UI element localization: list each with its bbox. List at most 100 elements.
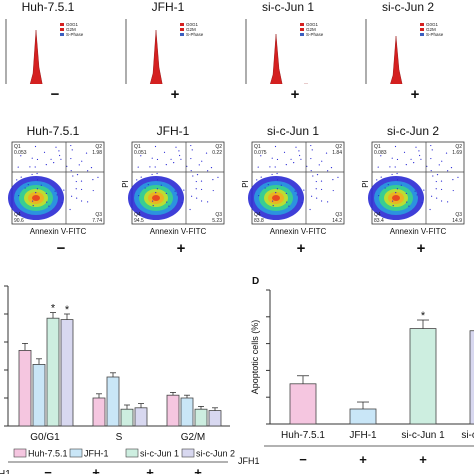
- event-dot: [156, 179, 159, 181]
- event-dot: [151, 173, 153, 176]
- event-dot: [310, 170, 312, 172]
- event-dot: [56, 194, 58, 196]
- event-dot: [75, 180, 77, 183]
- event-dot: [20, 155, 22, 157]
- event-dot: [396, 179, 399, 181]
- g0g1-peak: [29, 29, 43, 84]
- quadrant-value: 1.98: [92, 150, 102, 156]
- event-dot: [81, 160, 83, 162]
- event-dot: [48, 205, 50, 207]
- flow-plot-title: JFH-1: [156, 124, 190, 138]
- event-dot: [431, 195, 433, 197]
- density-contour: [392, 195, 400, 201]
- event-dot: [395, 191, 397, 194]
- event-dot: [260, 155, 262, 157]
- legend-swatch: [420, 33, 424, 36]
- event-dot: [271, 200, 274, 202]
- g0g1-peak: [270, 33, 309, 84]
- event-dot: [140, 155, 142, 157]
- event-dot: [413, 162, 415, 164]
- row-label: H1: [0, 469, 11, 474]
- event-dot: [378, 195, 380, 197]
- event-dot: [151, 200, 154, 202]
- event-dot: [430, 157, 432, 160]
- event-dot: [441, 160, 443, 162]
- event-dot: [70, 170, 72, 172]
- legend-label: G0G1: [186, 22, 199, 27]
- bar: [349, 408, 377, 425]
- quadrant-value: 94.5: [134, 218, 144, 224]
- flow-x-axis-label: Annexin V-FITC: [150, 227, 207, 236]
- bar: [289, 383, 317, 425]
- quadrant-value: 7.74: [92, 218, 102, 224]
- event-dot: [70, 157, 72, 160]
- density-contour: [32, 195, 40, 201]
- bar: [60, 319, 74, 427]
- legend-swatch: [420, 28, 424, 31]
- event-dot: [380, 155, 382, 157]
- category-label: JFH-1: [349, 430, 377, 441]
- event-dot: [207, 201, 209, 203]
- event-dot: [330, 167, 333, 169]
- event-dot: [391, 173, 393, 176]
- flow-y-axis-label: PI: [121, 180, 130, 188]
- category-label: si-c-Jun 2: [461, 430, 474, 441]
- category-label: G2/M: [181, 432, 205, 443]
- event-dot: [190, 144, 192, 147]
- event-dot: [321, 160, 323, 162]
- event-dot: [320, 180, 323, 182]
- condition-sign: +: [176, 240, 186, 257]
- event-dot: [275, 191, 277, 194]
- event-dot: [430, 170, 432, 172]
- event-dot: [196, 173, 199, 176]
- event-dot: [71, 195, 73, 197]
- event-dot: [201, 160, 203, 162]
- event-dot: [183, 189, 185, 191]
- event-dot: [276, 179, 279, 181]
- event-dot: [272, 205, 274, 207]
- event-dot: [175, 146, 177, 148]
- quadrant-label: Q3: [335, 212, 342, 218]
- event-dot: [76, 173, 79, 176]
- quadrant-value: 0.083: [374, 150, 387, 156]
- event-dot: [198, 164, 200, 166]
- event-dot: [85, 152, 88, 154]
- event-dot: [318, 164, 320, 166]
- event-dot: [138, 195, 140, 197]
- event-dot: [267, 184, 269, 186]
- condition-sign: +: [416, 240, 426, 257]
- quadrant-label: Q3: [95, 212, 102, 218]
- event-dot: [92, 189, 94, 192]
- event-dot: [31, 157, 33, 159]
- bar: [194, 408, 208, 427]
- event-dot: [36, 158, 39, 161]
- legend-label: S-Phase: [186, 32, 204, 37]
- event-dot: [155, 191, 157, 194]
- quadrant-value: 1.84: [332, 150, 342, 156]
- legend-label: S-Phase: [66, 32, 84, 37]
- flow-x-axis-label: Annexin V-FITC: [390, 227, 447, 236]
- event-dot: [429, 208, 431, 211]
- significance-star: *: [421, 310, 426, 322]
- event-dot: [16, 179, 18, 181]
- event-dot: [303, 189, 305, 191]
- quadrant-label: Q4: [14, 212, 21, 218]
- cell-cycle-bar-chart: * * G0/G1 S G2/M Huh-7.5.1 JFH-1 si-c-Jun 1 si-c…: [0, 285, 235, 474]
- event-dot: [36, 179, 39, 181]
- event-dot: [298, 150, 300, 152]
- event-dot: [192, 175, 194, 177]
- bar: [208, 410, 222, 427]
- event-dot: [55, 146, 57, 148]
- condition-sign: +: [419, 452, 427, 467]
- quadrant-label: Q2: [335, 144, 342, 150]
- event-dot: [295, 146, 297, 148]
- event-dot: [36, 188, 39, 190]
- event-dot: [168, 205, 170, 207]
- flow-x-axis-label: Annexin V-FITC: [270, 227, 327, 236]
- event-dot: [210, 167, 213, 169]
- event-dot: [212, 189, 214, 192]
- legend-swatch: [180, 28, 184, 31]
- legend-swatch: [300, 28, 304, 31]
- histogram-title: JFH-1: [151, 0, 185, 14]
